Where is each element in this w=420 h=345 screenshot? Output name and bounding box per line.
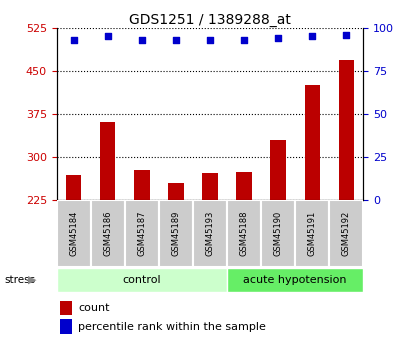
Point — [71, 37, 77, 42]
Point — [309, 33, 315, 39]
Point — [343, 32, 349, 37]
Bar — [57, 268, 227, 292]
Text: ▶: ▶ — [28, 275, 37, 285]
Bar — [270, 140, 286, 200]
Bar — [304, 85, 320, 200]
Text: GSM45186: GSM45186 — [103, 211, 112, 256]
Bar — [134, 170, 150, 200]
Title: GDS1251 / 1389288_at: GDS1251 / 1389288_at — [129, 12, 291, 27]
Text: GSM45191: GSM45191 — [308, 211, 317, 256]
Bar — [339, 60, 354, 200]
Bar — [91, 200, 125, 267]
Point — [105, 33, 111, 39]
Text: acute hypotension: acute hypotension — [244, 275, 347, 285]
Text: stress: stress — [4, 275, 35, 285]
Point — [207, 37, 213, 42]
Text: GSM45187: GSM45187 — [137, 211, 146, 256]
Point — [275, 35, 281, 41]
Text: GSM45192: GSM45192 — [342, 211, 351, 256]
Bar — [295, 200, 329, 267]
Bar — [159, 200, 193, 267]
Point — [241, 37, 247, 42]
Bar — [227, 200, 261, 267]
Bar — [202, 173, 218, 200]
Text: GSM45188: GSM45188 — [239, 211, 249, 256]
Bar — [125, 200, 159, 267]
Bar — [100, 122, 116, 200]
Point — [139, 37, 145, 42]
Bar — [66, 175, 81, 200]
Text: GSM45189: GSM45189 — [171, 211, 181, 256]
Bar — [236, 172, 252, 200]
Point — [173, 37, 179, 42]
Text: percentile rank within the sample: percentile rank within the sample — [78, 322, 266, 332]
Bar — [227, 268, 363, 292]
Text: GSM45193: GSM45193 — [205, 211, 215, 256]
Bar — [168, 183, 184, 200]
Bar — [261, 200, 295, 267]
Text: count: count — [78, 303, 110, 313]
Bar — [329, 200, 363, 267]
Bar — [57, 200, 91, 267]
Text: GSM45190: GSM45190 — [274, 211, 283, 256]
Text: GSM45184: GSM45184 — [69, 211, 78, 256]
Bar — [60, 301, 72, 315]
Bar — [193, 200, 227, 267]
Bar — [60, 319, 72, 334]
Text: control: control — [123, 275, 161, 285]
